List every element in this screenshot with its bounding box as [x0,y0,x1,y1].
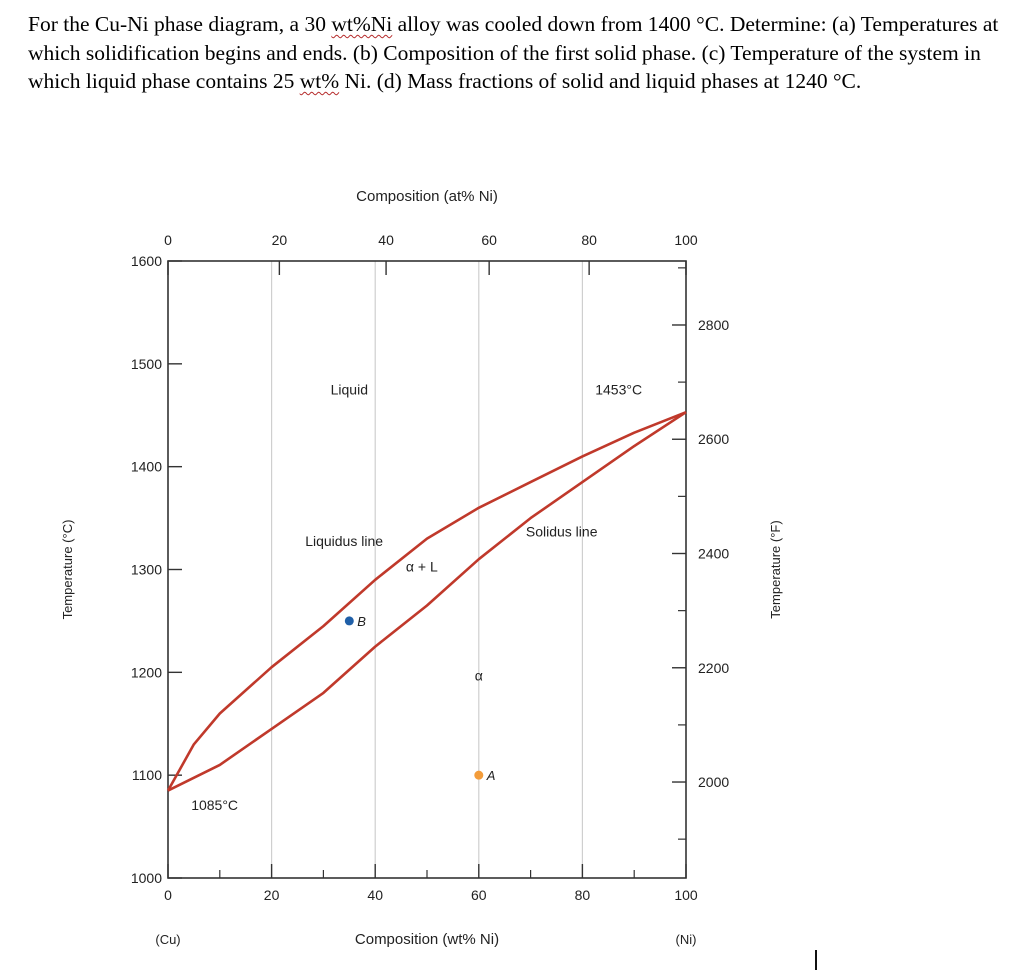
x2-tick-label: 40 [378,232,394,248]
question-unit-wt-ni: wt%Ni [331,12,393,36]
annotation-6: 1085°C [191,797,238,813]
annotation-3: Solidus line [526,524,598,540]
x-tick-label: 60 [471,887,487,903]
x-tick-label: 80 [575,887,591,903]
question-text: For the Cu-Ni phase diagram, a 30 wt%Ni … [28,10,1018,96]
x2-axis-label: Composition (at% Ni) [356,188,498,205]
y-axis-label: Temperature (°C) [60,520,75,620]
y-tick-label: 1200 [131,664,162,680]
x2-tick-label: 60 [481,232,497,248]
y2-tick-label: 2200 [698,660,729,676]
y2-tick-label: 2800 [698,317,729,333]
x-end-label-ni: (Ni) [676,932,697,947]
y-tick-label: 1500 [131,356,162,372]
annotation-0: Liquid [331,382,368,398]
annotation-5: α [475,668,483,684]
point-a [474,770,484,780]
y-tick-label: 1100 [132,767,162,783]
point-label-b: B [357,614,366,629]
chart-labels: 0 20 40 60 80 100 (Cu) (Ni) Composition (wt% Ni)… [60,188,783,948]
chart-grid [271,261,584,878]
question-part-2: alloy was cooled down from 1400 °C. Dete… [28,12,999,94]
question-part-3: Ni. (d) Mass fractions of solid and liqu… [339,69,862,94]
x2-tick-label: 100 [674,232,698,248]
x2-tick-label: 80 [581,232,597,248]
y-tick-label: 1400 [131,459,162,475]
chart-ticks [167,260,687,879]
y-tick-label: 1600 [131,253,162,269]
x2-tick-label: 0 [164,232,172,248]
annotation-4: α + L [406,559,438,575]
chart-series [166,410,687,792]
x2-tick-label: 20 [272,232,288,248]
y2-tick-label: 2400 [698,546,729,562]
y-tick-label: 1300 [131,562,162,578]
x-end-label-cu: (Cu) [155,932,180,947]
x-tick-label: 40 [367,887,383,903]
text-cursor [815,950,817,970]
x-tick-label: 0 [164,887,172,903]
x-axis-label: Composition (wt% Ni) [355,931,499,948]
annotation-2: Liquidus line [305,533,383,549]
x-tick-label: 20 [264,887,280,903]
y-tick-label: 1000 [131,870,162,886]
y2-tick-label: 2600 [698,431,729,447]
annotation-1: 1453°C [595,382,642,398]
y2-axis-label: Temperature (°F) [768,520,783,618]
point-b [344,616,354,626]
point-label-a: A [486,768,496,783]
liquidus-curve [166,410,687,792]
solidus-curve [167,411,687,792]
x-tick-label: 100 [674,887,698,903]
question-part-1: For the Cu-Ni phase diagram, a 30 [28,12,332,36]
question-unit-wt: wt% [299,69,340,94]
y2-tick-label: 2000 [698,774,729,790]
